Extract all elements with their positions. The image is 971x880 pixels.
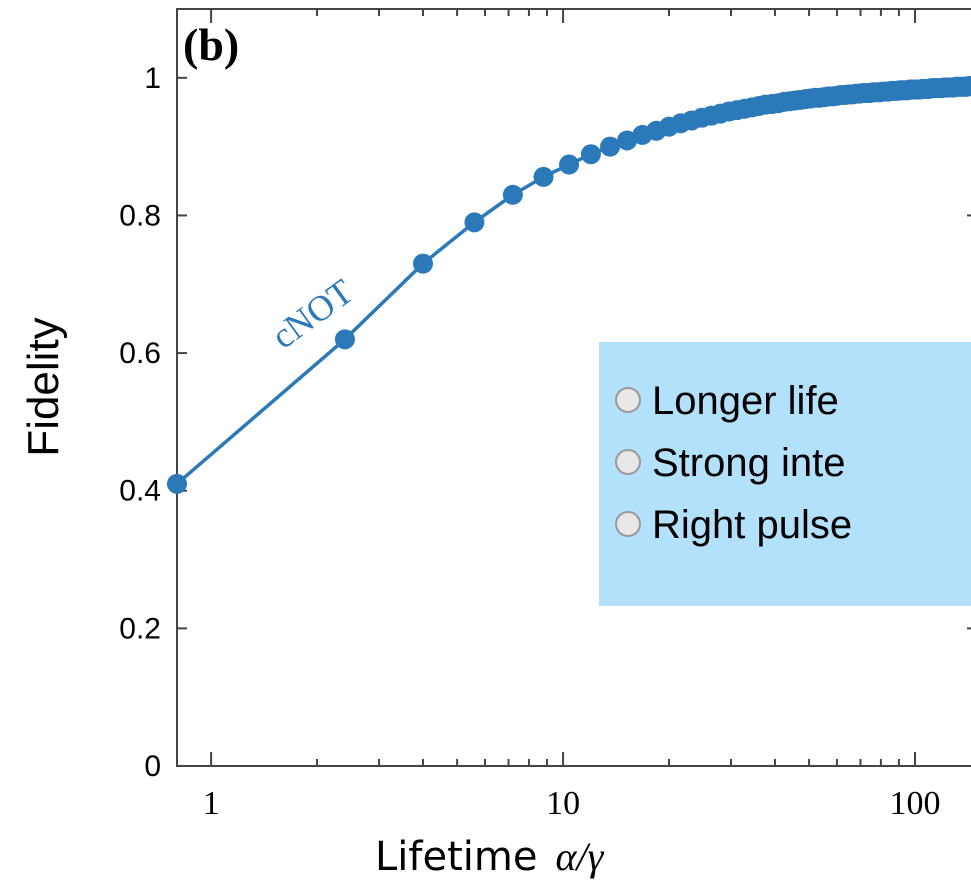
bullet-icon (615, 511, 641, 537)
callout-item: Longer life (652, 379, 839, 423)
data-point (167, 473, 187, 494)
callout-list: Longer life Strong inte Right pulse (615, 379, 852, 547)
x-tick-labels: 1 10 100 (203, 785, 941, 822)
data-point (502, 184, 523, 205)
x-tick-label: 100 (890, 785, 941, 822)
axis-ticks (177, 9, 971, 767)
callout-item: Strong inte (652, 441, 845, 485)
y-tick-labels: 0 0.2 0.4 0.6 0.8 1 (119, 62, 161, 783)
y-tick-label: 0.4 (119, 475, 161, 508)
y-tick-label: 0.2 (119, 612, 161, 645)
data-point (580, 144, 601, 165)
plot-frame (176, 8, 971, 767)
x-axis-label-math: α/γ (555, 834, 604, 879)
data-point (464, 212, 485, 233)
series-points-cnot (167, 76, 971, 494)
x-axis-label-text: Lifetime (375, 834, 537, 880)
data-point (600, 136, 621, 157)
data-point (964, 76, 971, 96)
callout-box: Longer life Strong inte Right pulse (599, 342, 971, 606)
bullet-icon (615, 387, 641, 413)
data-point (334, 329, 355, 350)
panel-label: (b) (183, 19, 239, 70)
y-tick-label: 0.8 (119, 199, 161, 232)
data-point (533, 166, 554, 187)
x-tick-label: 1 (203, 785, 220, 822)
x-tick-label: 10 (546, 785, 580, 822)
y-tick-label: 1 (144, 62, 161, 95)
bullet-icon (615, 449, 641, 475)
data-point (413, 253, 434, 274)
x-axis-label: Lifetime α/γ (375, 834, 605, 880)
callout-background (599, 342, 971, 606)
y-tick-label: 0 (144, 750, 161, 783)
y-axis-label: Fidelity (19, 317, 68, 456)
callout-item: Right pulse (652, 503, 852, 547)
data-point (559, 154, 580, 175)
y-tick-label: 0.6 (119, 337, 161, 370)
data-point (617, 130, 638, 151)
